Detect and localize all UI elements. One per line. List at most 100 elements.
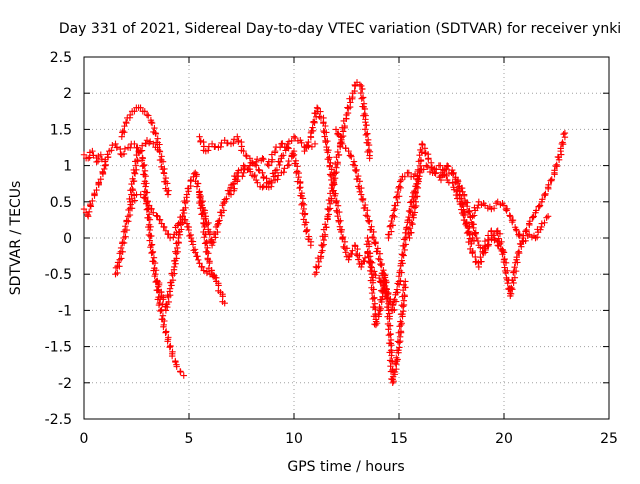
- data-point: [359, 196, 367, 204]
- data-point: [285, 138, 293, 145]
- data-point: [308, 127, 315, 135]
- data-point: [543, 214, 550, 221]
- data-point: [358, 95, 365, 102]
- data-point: [221, 299, 228, 307]
- data-point: [502, 269, 510, 277]
- data-point: [333, 164, 340, 171]
- data-point: [397, 176, 405, 184]
- data-point: [416, 162, 424, 169]
- data-point: [370, 286, 377, 293]
- data-point: [201, 240, 209, 247]
- data-point: [481, 202, 489, 209]
- data-point: [409, 220, 416, 228]
- data-point: [198, 199, 205, 206]
- data-point: [151, 272, 158, 280]
- data-point: [320, 127, 327, 135]
- data-point: [356, 188, 364, 195]
- data-point: [458, 206, 465, 213]
- data-point: [129, 186, 137, 194]
- data-point: [151, 259, 159, 267]
- data-point: [313, 104, 321, 111]
- data-point: [156, 148, 164, 155]
- data-point: [298, 139, 305, 147]
- data-point: [392, 194, 400, 201]
- data-point: [396, 267, 404, 275]
- data-point: [220, 200, 227, 207]
- data-point: [80, 151, 88, 158]
- data-point: [396, 333, 404, 341]
- x-tick-label: 25: [600, 431, 618, 447]
- data-point: [259, 155, 266, 162]
- data-point: [397, 318, 404, 325]
- series-arc-16: [437, 129, 569, 300]
- data-point: [417, 146, 424, 154]
- series-arc-17: [469, 198, 552, 245]
- data-point: [398, 257, 405, 264]
- data-point: [362, 118, 369, 126]
- data-point: [309, 124, 316, 131]
- data-point: [421, 150, 429, 157]
- data-point: [358, 184, 365, 192]
- data-point: [288, 137, 295, 145]
- data-point: [393, 286, 401, 293]
- data-point: [208, 267, 215, 274]
- data-point: [319, 242, 326, 250]
- data-point: [382, 279, 390, 286]
- data-point: [490, 205, 498, 212]
- data-point: [477, 254, 484, 261]
- data-point: [274, 176, 281, 183]
- data-point: [375, 311, 382, 318]
- data-point: [388, 352, 395, 359]
- data-point: [121, 145, 129, 153]
- data-point: [485, 241, 492, 248]
- data-point: [474, 237, 482, 245]
- data-point: [218, 139, 225, 147]
- data-point: [389, 222, 397, 229]
- data-point: [558, 140, 566, 148]
- data-point: [299, 200, 306, 207]
- series-arc-12: [332, 126, 422, 314]
- data-point: [201, 234, 208, 241]
- data-point: [205, 143, 213, 150]
- data-point: [193, 173, 200, 180]
- data-point: [203, 268, 211, 275]
- data-point: [389, 376, 396, 383]
- data-point: [336, 208, 343, 216]
- data-point: [345, 147, 352, 155]
- data-point: [423, 162, 430, 169]
- data-point: [553, 161, 560, 169]
- data-point: [279, 140, 286, 147]
- data-point: [343, 245, 351, 252]
- data-point: [119, 248, 126, 255]
- data-point: [285, 157, 292, 165]
- data-point: [259, 169, 266, 177]
- data-point: [406, 207, 414, 215]
- data-point: [523, 226, 530, 234]
- data-point: [337, 228, 345, 236]
- data-point: [192, 249, 199, 256]
- data-point: [386, 315, 393, 323]
- data-point: [164, 180, 171, 187]
- data-point: [469, 249, 476, 257]
- data-point: [465, 228, 472, 235]
- data-point: [437, 162, 444, 169]
- data-point: [351, 87, 358, 95]
- data-point: [406, 225, 414, 232]
- data-point: [536, 202, 544, 209]
- data-point: [97, 175, 104, 183]
- data-point: [119, 127, 127, 135]
- y-axis-label: SDTVAR / TECUs: [8, 181, 24, 296]
- data-point: [317, 108, 324, 115]
- data-point: [397, 184, 404, 192]
- data-point: [444, 162, 451, 169]
- series-arc-9: [227, 140, 315, 249]
- data-point: [160, 223, 167, 231]
- data-point: [401, 284, 409, 291]
- data-point: [557, 145, 564, 152]
- data-point: [428, 164, 435, 172]
- data-point: [326, 171, 334, 178]
- data-point: [141, 108, 148, 115]
- data-point: [396, 183, 403, 190]
- data-point: [352, 167, 360, 175]
- data-point: [365, 253, 372, 261]
